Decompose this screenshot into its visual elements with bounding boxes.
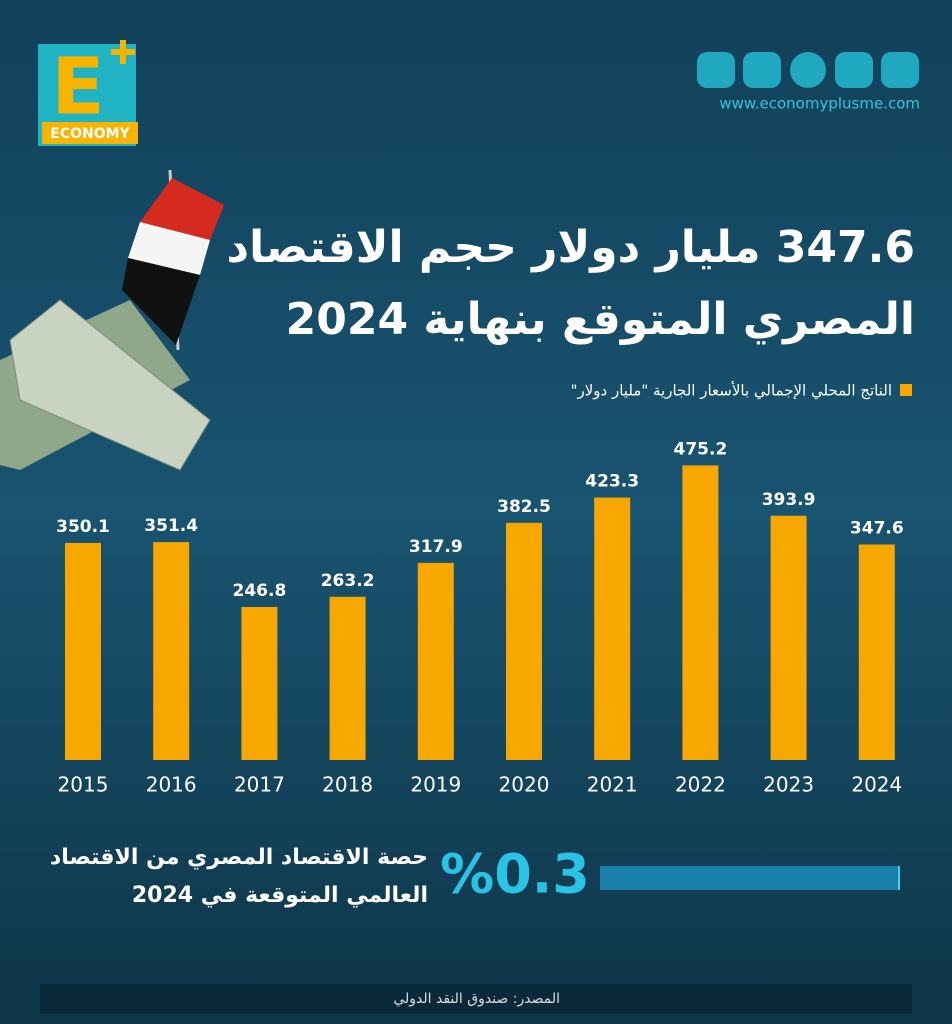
banknote (9, 299, 211, 471)
logo-plus (111, 49, 135, 55)
value-label: 393.9 (762, 490, 816, 510)
money (0, 299, 211, 471)
logo-letter: E (51, 42, 104, 132)
x-tick-label: 2015 (58, 773, 109, 797)
x-tick-label: 2021 (587, 773, 638, 797)
flag-white (128, 222, 210, 275)
social-icon[interactable] (835, 52, 873, 88)
bar (682, 465, 719, 760)
flag-black (122, 258, 200, 345)
share-text: العالمي المتوقعة في 2024 (132, 883, 428, 908)
title-line: 347.6 مليار دولار حجم الاقتصاد (227, 222, 916, 273)
share-text: حصة الاقتصاد المصري من الاقتصاد (50, 845, 428, 870)
legend-swatch (900, 384, 912, 396)
x-tick-label: 2016 (146, 773, 197, 797)
value-label: 350.1 (56, 517, 110, 537)
flag (122, 169, 224, 351)
x-tick-label: 2023 (763, 773, 814, 797)
bar (65, 542, 101, 760)
value-label: 347.6 (850, 518, 904, 538)
share-fill (898, 866, 900, 890)
social-icon[interactable] (743, 52, 781, 88)
bar (506, 522, 542, 760)
social-icon[interactable] (881, 52, 919, 88)
bar (770, 515, 807, 760)
value-label: 475.2 (674, 439, 728, 459)
bar (417, 562, 454, 760)
bar (594, 497, 631, 760)
x-tick-label: 2020 (499, 773, 550, 797)
x-tick-label: 2024 (851, 773, 902, 797)
bar (858, 544, 895, 760)
bar (153, 542, 190, 760)
source-band (40, 984, 912, 1014)
x-tick-label: 2019 (410, 773, 461, 797)
bar (329, 596, 366, 760)
value-label: 317.9 (409, 537, 463, 557)
value-label: 351.4 (144, 516, 198, 536)
x-tick-label: 2022 (675, 773, 726, 797)
logo-band (42, 122, 138, 144)
x-tick-label: 2018 (322, 773, 373, 797)
value-label: 382.5 (497, 497, 551, 517)
title-line: المصري المتوقع بنهاية 2024 (286, 294, 915, 345)
bar-chart: 350.1 2015 351.4 2016 246.8 2017 263.2 2018 317.… (56, 439, 904, 796)
x-tick-label: 2017 (234, 773, 285, 797)
value-label: 263.2 (321, 571, 375, 591)
source: المصدر: صندوق النقد الدولي (393, 991, 560, 1007)
social-icon[interactable] (790, 52, 826, 88)
social-icon[interactable] (697, 52, 735, 88)
bar (241, 606, 278, 760)
logo-word: ECONOMY (50, 126, 130, 142)
flag-red (140, 178, 224, 240)
website[interactable]: www.economyplusme.com (719, 95, 920, 113)
value-label: 423.3 (585, 472, 639, 492)
value-label: 246.8 (233, 581, 287, 601)
legend-label: الناتج المحلي الإجمالي بالأسعار الجارية … (571, 381, 892, 401)
social-icons (697, 52, 919, 88)
share-track (600, 866, 900, 890)
share-bar (898, 866, 900, 890)
share-value: %0.3 (440, 843, 590, 906)
logo: E ECONOMY (38, 40, 138, 146)
